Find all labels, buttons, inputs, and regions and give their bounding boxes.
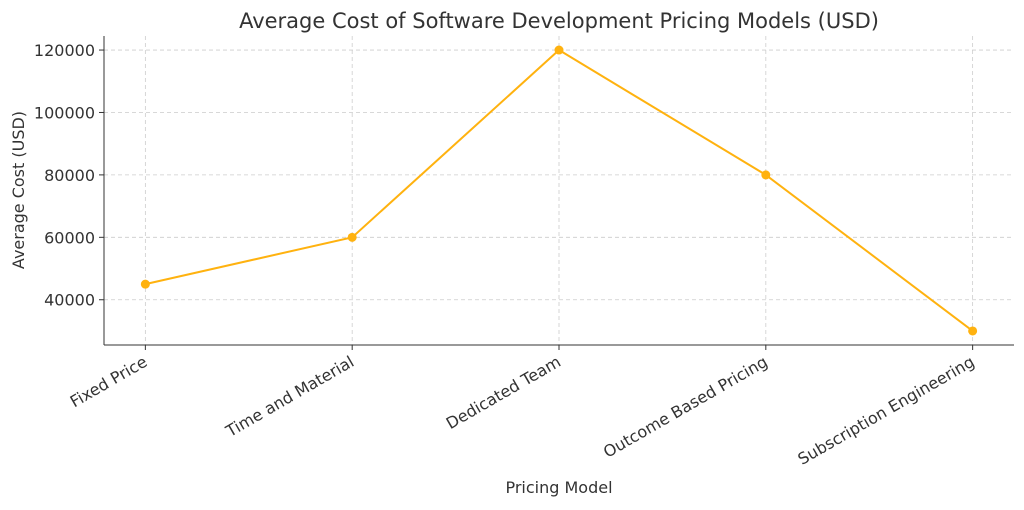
y-ticks: 40000 60000 80000 100000 120000 <box>34 41 104 310</box>
x-ticks: Fixed Price Time and Material Dedicated Te… <box>67 345 978 469</box>
data-point <box>968 326 978 336</box>
data-point <box>140 279 150 289</box>
y-axis-label: Average Cost (USD) <box>9 111 28 269</box>
data-point <box>761 170 771 180</box>
series <box>140 45 978 336</box>
y-tick-label: 60000 <box>44 228 95 247</box>
grid <box>104 36 1014 345</box>
chart-title: Average Cost of Software Development Pri… <box>239 9 879 33</box>
x-tick-label: Dedicated Team <box>443 352 564 433</box>
x-tick-label: Time and Material <box>222 352 357 441</box>
data-point <box>347 232 357 242</box>
y-tick-label: 40000 <box>44 291 95 310</box>
y-tick-label: 100000 <box>34 103 95 122</box>
y-tick-label: 80000 <box>44 166 95 185</box>
x-axis-label: Pricing Model <box>505 478 612 497</box>
data-point <box>554 45 564 55</box>
x-tick-label: Outcome Based Pricing <box>600 352 771 462</box>
x-tick-label: Subscription Engineering <box>794 352 977 469</box>
x-tick-label: Fixed Price <box>67 352 151 411</box>
y-tick-label: 120000 <box>34 41 95 60</box>
